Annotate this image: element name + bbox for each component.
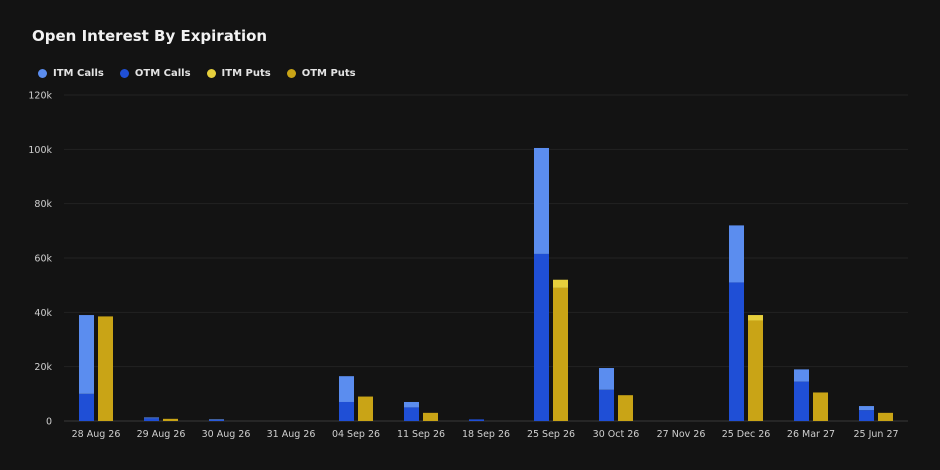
bar-otm-calls[interactable] xyxy=(534,253,549,421)
x-tick-label: 18 Sep 26 xyxy=(462,429,510,440)
bar-itm-calls[interactable] xyxy=(79,315,94,394)
bar-otm-calls[interactable] xyxy=(79,393,94,421)
x-tick-label: 28 Aug 26 xyxy=(72,429,121,440)
chart-legend: ITM Calls OTM Calls ITM Puts OTM Puts xyxy=(38,68,372,79)
bar-otm-puts[interactable] xyxy=(618,395,633,421)
legend-item-otm-puts[interactable]: OTM Puts xyxy=(286,68,356,79)
bar-otm-calls[interactable] xyxy=(729,282,744,421)
bar-itm-calls[interactable] xyxy=(729,225,744,283)
bar-itm-calls[interactable] xyxy=(404,401,419,408)
y-tick-label: 0 xyxy=(46,417,52,428)
x-tick-label: 11 Sep 26 xyxy=(397,429,445,440)
bar-otm-puts[interactable] xyxy=(813,392,828,421)
bar-otm-calls[interactable] xyxy=(339,401,354,421)
y-tick-label: 40k xyxy=(34,308,52,319)
bar-itm-calls[interactable] xyxy=(339,376,354,402)
legend-label: OTM Puts xyxy=(301,68,356,79)
legend-label: OTM Calls xyxy=(134,68,191,79)
bar-otm-calls[interactable] xyxy=(599,389,614,421)
x-tick-label: 30 Oct 26 xyxy=(593,429,640,440)
legend-item-itm-puts[interactable]: ITM Puts xyxy=(206,68,271,79)
x-tick-label: 04 Sep 26 xyxy=(332,429,380,440)
bar-itm-calls[interactable] xyxy=(144,417,159,419)
bar-otm-puts[interactable] xyxy=(423,412,438,421)
x-tick-label: 29 Aug 26 xyxy=(137,429,186,440)
bar-otm-calls[interactable] xyxy=(144,418,159,421)
bar-otm-calls[interactable] xyxy=(469,419,484,421)
legend-dot-itm-puts xyxy=(206,69,216,78)
x-tick-label: 25 Jun 27 xyxy=(853,429,898,440)
legend-label: ITM Puts xyxy=(221,68,271,79)
bar-otm-puts[interactable] xyxy=(748,320,763,421)
bar-itm-calls[interactable] xyxy=(859,406,874,411)
x-tick-label: 27 Nov 26 xyxy=(657,429,706,440)
x-tick-label: 25 Dec 26 xyxy=(722,429,771,440)
x-tick-label: 26 Mar 27 xyxy=(787,429,835,440)
legend-item-itm-calls[interactable]: ITM Calls xyxy=(38,68,104,79)
chart-title: Open Interest By Expiration xyxy=(32,27,268,45)
bar-itm-puts[interactable] xyxy=(553,279,568,288)
bar-itm-calls[interactable] xyxy=(599,368,614,390)
x-tick-label: 25 Sep 26 xyxy=(527,429,575,440)
bar-otm-puts[interactable] xyxy=(553,287,568,421)
bar-itm-calls[interactable] xyxy=(534,147,549,254)
bar-otm-puts[interactable] xyxy=(98,316,113,421)
y-tick-label: 60k xyxy=(34,254,52,265)
bar-otm-calls[interactable] xyxy=(794,381,809,421)
legend-label: ITM Calls xyxy=(53,68,104,79)
bar-otm-puts[interactable] xyxy=(163,418,178,421)
y-tick-label: 120k xyxy=(28,91,52,102)
legend-dot-otm-calls xyxy=(119,69,129,78)
bar-otm-puts[interactable] xyxy=(358,396,373,421)
bar-otm-puts[interactable] xyxy=(878,412,893,421)
bar-otm-calls[interactable] xyxy=(404,407,419,421)
bar-itm-calls[interactable] xyxy=(794,369,809,382)
x-tick-label: 31 Aug 26 xyxy=(267,429,316,440)
legend-item-otm-calls[interactable]: OTM Calls xyxy=(119,68,191,79)
bar-otm-calls[interactable] xyxy=(209,419,224,421)
y-tick-label: 80k xyxy=(34,199,52,210)
legend-dot-itm-calls xyxy=(38,69,47,78)
y-tick-label: 20k xyxy=(34,362,52,373)
bar-itm-puts[interactable] xyxy=(748,315,763,321)
y-tick-label: 100k xyxy=(28,145,52,156)
x-tick-label: 30 Aug 26 xyxy=(202,429,251,440)
bar-otm-calls[interactable] xyxy=(859,410,874,421)
bar-itm-calls[interactable] xyxy=(209,419,224,421)
legend-dot-otm-puts xyxy=(286,69,296,78)
